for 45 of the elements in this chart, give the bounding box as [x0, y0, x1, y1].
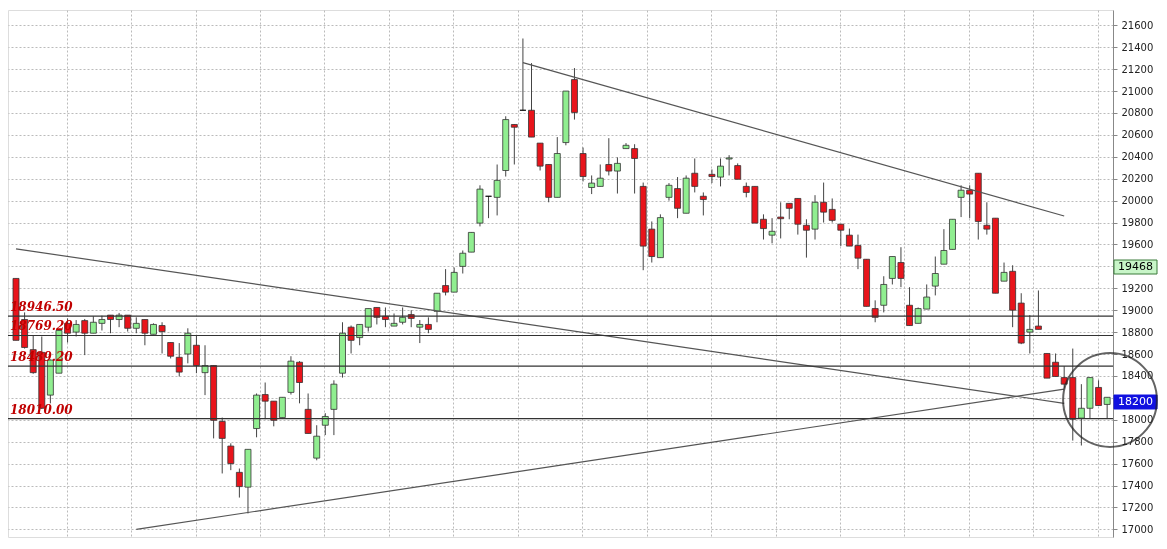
- y-tick-label: 17400: [1121, 480, 1154, 492]
- y-tick-label: 21600: [1121, 19, 1154, 31]
- candlestick: [777, 201, 785, 239]
- candlestick: [442, 268, 449, 296]
- candlestick: [313, 424, 321, 461]
- candlestick: [837, 223, 845, 247]
- y-tick-label: 17000: [1121, 523, 1154, 535]
- candlestick: [940, 228, 948, 265]
- y-tick-label: 21400: [1121, 41, 1154, 53]
- text: 18200: [1118, 395, 1153, 408]
- candlestick: [768, 217, 776, 244]
- candlestick: [227, 442, 235, 471]
- candlestick: [459, 249, 467, 274]
- y-tick-label: 19000: [1121, 304, 1154, 316]
- y-tick-label: 19800: [1121, 217, 1154, 229]
- y-tick-label: 20400: [1121, 151, 1154, 163]
- y-tick-label: 20600: [1121, 129, 1154, 141]
- ref-line-label: 18010.00: [10, 402, 74, 417]
- candlestick: [467, 231, 475, 253]
- candlestick: [614, 156, 621, 195]
- y-tick-label: 21200: [1121, 63, 1154, 75]
- y-tick-label: 20200: [1121, 173, 1154, 185]
- candlestick: [579, 147, 587, 182]
- candlestick: [605, 137, 613, 176]
- y-tick-label: 17200: [1121, 501, 1154, 513]
- candlestick: [588, 174, 596, 195]
- y-tick-label: 21000: [1121, 85, 1154, 97]
- y-tick-label: 20800: [1121, 107, 1154, 119]
- candlestick: [596, 163, 604, 187]
- y-tick-label: 18000: [1121, 414, 1154, 426]
- candlestick: [880, 275, 888, 313]
- y-tick-label: 18800: [1121, 326, 1154, 338]
- candlestick: [493, 163, 501, 216]
- candlestick: [699, 191, 707, 216]
- candlestick: [828, 197, 836, 224]
- y-tick-label: 18600: [1121, 348, 1154, 360]
- candlestick: [510, 123, 518, 165]
- candlestick: [725, 154, 733, 176]
- y-tick-label: 17600: [1121, 458, 1154, 470]
- y-tick-label: 20000: [1121, 195, 1154, 207]
- y-tick-label: 19600: [1121, 238, 1154, 250]
- y-tick-label: 19200: [1121, 282, 1154, 294]
- candlestick: [931, 256, 939, 296]
- text: 19468: [1118, 260, 1153, 273]
- candlestick: [450, 266, 458, 293]
